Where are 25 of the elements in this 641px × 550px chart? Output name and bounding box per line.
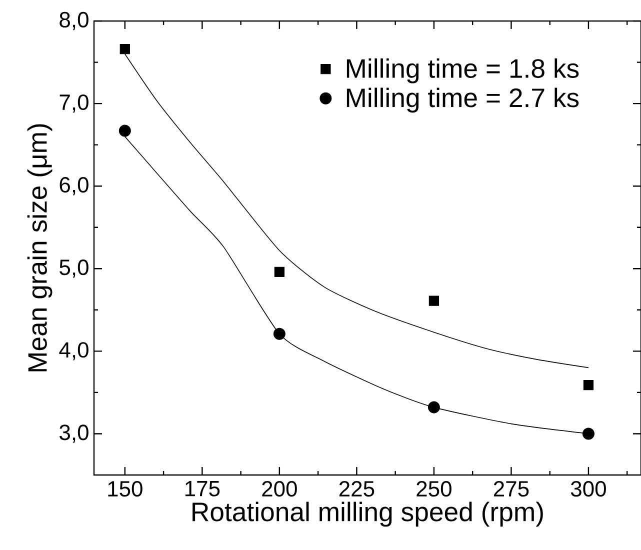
y-tick-label: 7,0 [60, 94, 88, 113]
y-axis-title: Mean grain size (μm) [27, 124, 52, 372]
point [273, 328, 286, 340]
y-tick-label: 8,0 [60, 12, 88, 30]
point [274, 266, 284, 278]
point [118, 124, 131, 137]
x-tick-label: 150 [108, 481, 142, 497]
point [428, 401, 440, 414]
x-tick-label: 175 [185, 481, 220, 496]
point [428, 296, 440, 306]
x-tick-label: 250 [416, 481, 452, 497]
y-tick-label: 5,0 [60, 260, 88, 278]
legend-label: Milling time = 1.8 ks [346, 58, 579, 84]
y-tick-label: 6,0 [60, 176, 88, 196]
y-tick-label: 3,0 [60, 424, 88, 443]
x-tick-label: 200 [262, 481, 297, 497]
point [120, 44, 130, 54]
point [583, 380, 594, 390]
x-tick-label: 275 [494, 481, 529, 497]
point [582, 428, 594, 440]
x-axis-title: Rotational milling speed (rpm) [192, 502, 543, 527]
y-tick-label: 4,0 [59, 342, 88, 360]
x-tick-label: 225 [339, 481, 374, 497]
legend-label: Milling time = 2.7 ks [346, 88, 579, 113]
x-tick-label: 300 [570, 481, 606, 497]
